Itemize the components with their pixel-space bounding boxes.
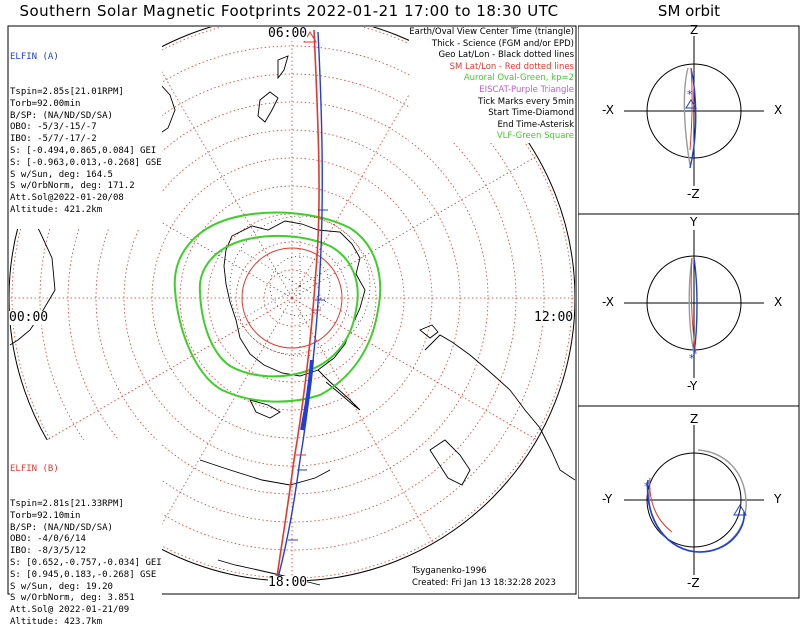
elfin-a-line: S: [-0.963,0.013,-0.268] GSE (10, 157, 162, 168)
legend-item: Tick Marks every 5min (409, 96, 574, 109)
orbit-axis-label-left: -Y (602, 492, 613, 506)
orbit-panel-2: * (624, 230, 764, 378)
elfin-a-line: Tspin=2.85s[21.01RPM] (10, 86, 124, 97)
geo-grid (229, 210, 371, 357)
sm-pole-circle (241, 247, 343, 349)
legend-item: Earth/Oval View Center Time (triangle) (409, 27, 574, 39)
legend-item: Geo Lat/Lon - Black dotted lines (409, 50, 574, 62)
legend-item: End Time-Asterisk (409, 119, 574, 132)
orbit-axis-label-left: -X (602, 103, 614, 117)
orbit-axis-label-bottom: -Y (687, 379, 698, 393)
orbit-axis-label-right: X (774, 295, 783, 309)
elfin-a-science-segment (300, 359, 314, 431)
elfin-a-line: IBO: -5/7/-17/-2 (10, 134, 97, 145)
elfin-a-track (275, 31, 323, 586)
orbit-panel-3-frame (578, 405, 800, 599)
coastlines (9, 55, 575, 586)
elfin-a-line: Torb=92.00min (10, 98, 81, 109)
elfin-a-line: OBO: -5/3/-15/-7 (10, 122, 97, 133)
legend-item: Start Time-Diamond (409, 108, 574, 120)
orbit-panels: * * * (578, 25, 800, 599)
track-ticks-b (296, 309, 321, 456)
orbit-title: SM orbit (657, 2, 721, 20)
elfin-b-line: Tspin=2.81s[21.33RPM] (10, 498, 124, 509)
mlt-label-left: 00:00 (9, 310, 49, 325)
legend-item: SM Lat/Lon - Red dotted lines (409, 61, 574, 74)
elfin-b-line: Torb=92.10min (10, 510, 81, 521)
mlt-label-bottom: 18:00 (268, 575, 308, 590)
orbit-axis-label-left: -X (602, 295, 614, 309)
orbit-axis-label-right: Y (774, 492, 782, 506)
elfin-b-track (275, 29, 320, 586)
svg-text:*: * (689, 352, 695, 365)
elfin-a-line: B/SP: (NA/ND/SD/SA) (10, 110, 113, 121)
elfin-a-line: S: [-0.494,0.865,0.084] GEI (10, 145, 157, 156)
elfin-a-line: S w/Sun, deg: 164.5 (10, 169, 113, 180)
sm-meridians (9, 27, 575, 581)
elfin-a-header: ELFIN (A) (10, 51, 59, 62)
elfin-a-lines: Tspin=2.85s[21.01RPM] Torb=92.00min B/SP: … (10, 87, 162, 217)
orbit-axis-label-top: Z (690, 23, 699, 37)
page-title: Southern Solar Magnetic Footprints 2022-… (19, 2, 559, 20)
elfin-b-line: OBO: -4/0/6/14 (10, 534, 86, 545)
elfin-a-info: ELFIN (A) Tspin=2.85s[21.01RPM] Torb=92.0… (10, 28, 162, 229)
svg-text:*: * (687, 88, 693, 101)
elfin-b-line: Altitude: 423.7km (10, 616, 103, 627)
elfin-b-line: S w/Sun, deg: 19.20 (10, 581, 113, 592)
elfin-b-header: ELFIN (B) (10, 463, 59, 474)
elfin-b-line: IBO: -8/3/5/12 (10, 546, 86, 557)
elfin-b-line: S: [0.652,-0.757,-0.034] GEI (10, 557, 162, 568)
orbit-axis-label-top: Z (690, 412, 699, 426)
elfin-a-line: Att.Sol@2022-01-20/08 (10, 193, 124, 204)
legend-item: EISCAT-Purple Triangle (409, 84, 574, 97)
svg-text:*: * (644, 480, 650, 493)
mlt-label-top: 06:00 (268, 26, 308, 41)
elfin-a-line: S w/OrbNorm, deg: 171.2 (10, 181, 135, 192)
auroral-ovals (173, 211, 382, 403)
legend: Earth/Oval View Center Time (triangle) Th… (409, 27, 574, 143)
mlt-label-right: 12:00 (534, 310, 574, 325)
orbit-axis-label-right: X (774, 103, 783, 117)
legend-item: VLF-Green Square (409, 131, 574, 143)
elfin-b-info: ELFIN (B) Tspin=2.81s[21.33RPM] Torb=92.1… (10, 440, 162, 641)
orbit-axis-label-bottom: -Z (687, 187, 700, 201)
orbit-axis-label-top: Y (690, 215, 698, 229)
elfin-b-line: S: [0.945,0.183,-0.268] GSE (10, 569, 157, 580)
created-label: Created: Fri Jan 13 18:32:28 2023 (412, 578, 556, 588)
elfin-a-line: Altitude: 421.2km (10, 204, 103, 215)
footprint-map: * (7, 25, 577, 595)
elfin-b-lines: Tspin=2.81s[21.33RPM] Torb=92.10min B/SP: … (10, 499, 162, 629)
elfin-b-line: B/SP: (NA/ND/SD/SA) (10, 522, 113, 533)
model-label: Tsyganenko-1996 (412, 566, 487, 576)
map-frame (7, 25, 577, 595)
orbit-panel-1-frame (578, 25, 800, 215)
orbit-axis-label-bottom: -Z (687, 576, 700, 590)
legend-item: Auroral Oval-Green, kp=2 (409, 73, 574, 85)
elfin-b-line: S w/OrbNorm, deg: 3.851 (10, 593, 135, 604)
orbit-panel-2-frame (578, 213, 800, 407)
orbit-panel-3: * (624, 425, 764, 575)
orbit-panel-1: * (624, 36, 764, 186)
track-ticks (288, 209, 328, 541)
elfin-b-line: Att.Sol@ 2022-01-21/09 (10, 605, 130, 616)
legend-item: Thick - Science (FGM and/or EPD) (409, 38, 574, 51)
